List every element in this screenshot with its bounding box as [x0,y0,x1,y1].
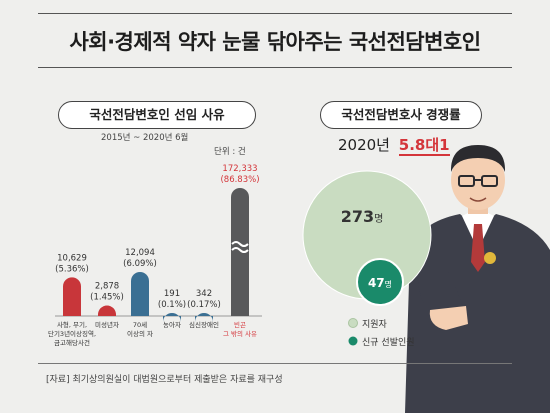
category-label-3-0: 농아자 [163,320,181,329]
bar-1 [98,305,116,316]
period-label: 2015년 ~ 2020년 6월 [101,133,189,143]
bar-percent-label-3: (0.1%) [158,300,186,310]
bar-value-label-4: 342 [196,289,212,299]
ratio-value: 5.8대1 [398,136,450,156]
category-label-0-1: 단기3년이상징역, [48,329,96,338]
legend-applicant-label: 지원자 [362,319,388,330]
bar-4 [195,313,213,322]
title-underline [38,67,512,68]
bar-value-label-5: 172,333 [222,164,257,174]
legend-applicant-swatch [348,318,358,328]
category-label-2-0: 70세 [133,320,147,329]
bar-percent-label-5: (86.83%) [220,175,259,185]
bar-percent-label-1: (1.45%) [90,293,124,303]
right-panel-heading: 국선전담변호사 경쟁률 [320,101,482,129]
bar-5 [231,188,249,316]
category-label-0-2: 금고해당사건 [54,338,90,347]
category-label-5-0: 빈곤 [234,320,246,329]
bar-0 [63,277,81,316]
bar-percent-label-2: (6.09%) [123,259,157,269]
bar-percent-label-0: (5.36%) [55,264,89,274]
footer-rule [38,363,512,364]
category-label-2-1: 이상의 자 [127,329,153,338]
selected-circle [356,258,404,306]
selected-value: 47명 [368,276,392,290]
bar-value-label-3: 191 [164,289,180,299]
source-note: [자료] 최기상의원실이 대법원으로부터 제출받은 자료를 재구성 [46,375,283,385]
category-label-0-0: 사형, 무기, [57,320,87,329]
bar-percent-label-4: (0.17%) [187,300,221,310]
legend: 지원자 신규 선발인원 [348,318,415,348]
axis-break-lower [231,247,249,253]
bar-value-label-1: 2,878 [95,282,119,292]
bar-value-label-2: 12,094 [125,248,155,258]
top-rule [38,13,512,14]
category-label-4-0: 심신장애인 [189,320,219,329]
applicant-value: 273명 [341,207,384,226]
category-label-5-1: 그 밖의 사유 [223,329,257,338]
page-title: 사회·경제적 약자 눈물 닦아주는 국선전담변호인 [69,30,481,54]
year-label: 2020년 [338,136,390,154]
ratio-line: 2020년 5.8대1 [338,134,450,156]
legend-selected-label: 신규 선발인원 [362,337,415,348]
legend-selected-swatch [348,336,358,346]
category-label-1-0: 미성년자 [95,320,119,329]
bar-2 [131,272,149,316]
left-panel-heading: 국선전담변호인 선임 사유 [58,101,256,129]
bar-value-label-0: 10,629 [57,253,87,263]
bar-3 [163,313,181,322]
unit-label: 단위 : 건 [214,147,246,157]
axis-break-upper [231,241,249,247]
